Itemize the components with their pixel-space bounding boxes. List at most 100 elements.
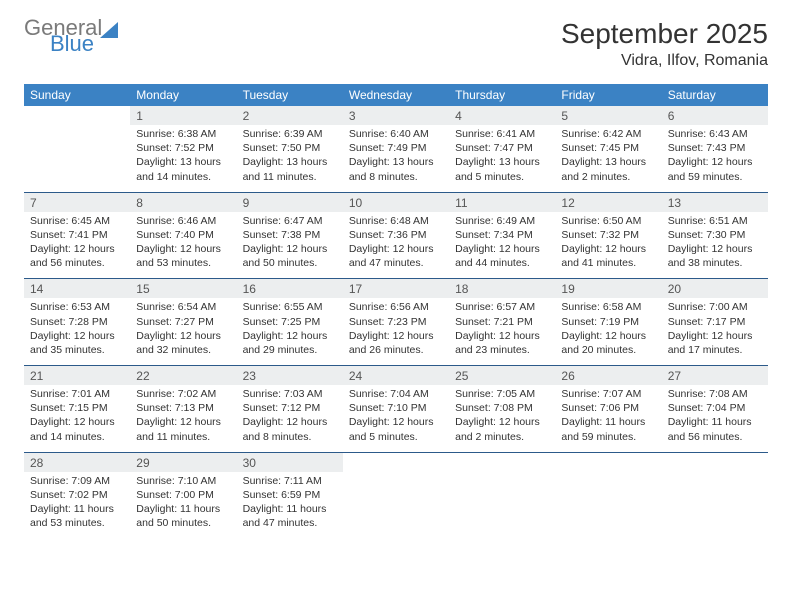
day-info-cell xyxy=(24,125,130,192)
day-header: Tuesday xyxy=(237,84,343,106)
day-number: 23 xyxy=(237,366,343,386)
sunrise-text: Sunrise: 7:07 AM xyxy=(561,387,655,401)
day-info-row: Sunrise: 7:09 AMSunset: 7:02 PMDaylight:… xyxy=(24,472,768,539)
day-number: 3 xyxy=(343,106,449,125)
sunrise-text: Sunrise: 6:41 AM xyxy=(455,127,549,141)
sunrise-text: Sunrise: 6:54 AM xyxy=(136,300,230,314)
day-info-row: Sunrise: 6:45 AMSunset: 7:41 PMDaylight:… xyxy=(24,212,768,279)
sunset-text: Sunset: 7:27 PM xyxy=(136,315,230,329)
daylight-text: Daylight: 12 hours and 14 minutes. xyxy=(30,415,124,443)
day-number xyxy=(24,106,130,125)
sunrise-text: Sunrise: 6:45 AM xyxy=(30,214,124,228)
day-number: 13 xyxy=(662,192,768,212)
day-number: 1 xyxy=(130,106,236,125)
day-info-cell: Sunrise: 6:40 AMSunset: 7:49 PMDaylight:… xyxy=(343,125,449,192)
day-number: 8 xyxy=(130,192,236,212)
daylight-text: Daylight: 12 hours and 2 minutes. xyxy=(455,415,549,443)
sunrise-text: Sunrise: 6:49 AM xyxy=(455,214,549,228)
daylight-text: Daylight: 12 hours and 44 minutes. xyxy=(455,242,549,270)
sunrise-text: Sunrise: 6:38 AM xyxy=(136,127,230,141)
sunset-text: Sunset: 7:10 PM xyxy=(349,401,443,415)
day-number-row: 78910111213 xyxy=(24,192,768,212)
sunset-text: Sunset: 7:08 PM xyxy=(455,401,549,415)
daylight-text: Daylight: 11 hours and 47 minutes. xyxy=(243,502,337,530)
day-info-row: Sunrise: 7:01 AMSunset: 7:15 PMDaylight:… xyxy=(24,385,768,452)
day-info-cell: Sunrise: 6:45 AMSunset: 7:41 PMDaylight:… xyxy=(24,212,130,279)
day-info-cell: Sunrise: 7:09 AMSunset: 7:02 PMDaylight:… xyxy=(24,472,130,539)
day-info-cell: Sunrise: 6:58 AMSunset: 7:19 PMDaylight:… xyxy=(555,298,661,365)
sunrise-text: Sunrise: 7:08 AM xyxy=(668,387,762,401)
sunrise-text: Sunrise: 6:46 AM xyxy=(136,214,230,228)
sunset-text: Sunset: 7:02 PM xyxy=(30,488,124,502)
day-number: 12 xyxy=(555,192,661,212)
day-info-cell: Sunrise: 6:50 AMSunset: 7:32 PMDaylight:… xyxy=(555,212,661,279)
sunset-text: Sunset: 7:04 PM xyxy=(668,401,762,415)
sunset-text: Sunset: 6:59 PM xyxy=(243,488,337,502)
sunset-text: Sunset: 7:28 PM xyxy=(30,315,124,329)
brand-logo: General Blue xyxy=(24,18,118,54)
day-info-cell: Sunrise: 7:00 AMSunset: 7:17 PMDaylight:… xyxy=(662,298,768,365)
sunset-text: Sunset: 7:12 PM xyxy=(243,401,337,415)
daylight-text: Daylight: 12 hours and 23 minutes. xyxy=(455,329,549,357)
day-info-row: Sunrise: 6:53 AMSunset: 7:28 PMDaylight:… xyxy=(24,298,768,365)
daylight-text: Daylight: 12 hours and 35 minutes. xyxy=(30,329,124,357)
sunset-text: Sunset: 7:25 PM xyxy=(243,315,337,329)
daylight-text: Daylight: 12 hours and 11 minutes. xyxy=(136,415,230,443)
sunset-text: Sunset: 7:43 PM xyxy=(668,141,762,155)
day-info-cell: Sunrise: 7:04 AMSunset: 7:10 PMDaylight:… xyxy=(343,385,449,452)
day-info-cell: Sunrise: 6:53 AMSunset: 7:28 PMDaylight:… xyxy=(24,298,130,365)
sunrise-text: Sunrise: 6:51 AM xyxy=(668,214,762,228)
day-info-cell: Sunrise: 6:51 AMSunset: 7:30 PMDaylight:… xyxy=(662,212,768,279)
day-number: 4 xyxy=(449,106,555,125)
sunrise-text: Sunrise: 7:05 AM xyxy=(455,387,549,401)
sunset-text: Sunset: 7:36 PM xyxy=(349,228,443,242)
daylight-text: Daylight: 13 hours and 14 minutes. xyxy=(136,155,230,183)
daylight-text: Daylight: 13 hours and 8 minutes. xyxy=(349,155,443,183)
daylight-text: Daylight: 12 hours and 20 minutes. xyxy=(561,329,655,357)
daylight-text: Daylight: 12 hours and 50 minutes. xyxy=(243,242,337,270)
day-number: 7 xyxy=(24,192,130,212)
sunrise-text: Sunrise: 6:50 AM xyxy=(561,214,655,228)
daylight-text: Daylight: 13 hours and 5 minutes. xyxy=(455,155,549,183)
day-info-cell xyxy=(449,472,555,539)
sunrise-text: Sunrise: 6:48 AM xyxy=(349,214,443,228)
day-info-cell: Sunrise: 6:42 AMSunset: 7:45 PMDaylight:… xyxy=(555,125,661,192)
sunset-text: Sunset: 7:19 PM xyxy=(561,315,655,329)
day-number xyxy=(449,452,555,472)
sunrise-text: Sunrise: 7:02 AM xyxy=(136,387,230,401)
daylight-text: Daylight: 11 hours and 56 minutes. xyxy=(668,415,762,443)
sunrise-text: Sunrise: 6:43 AM xyxy=(668,127,762,141)
sunset-text: Sunset: 7:49 PM xyxy=(349,141,443,155)
sunset-text: Sunset: 7:41 PM xyxy=(30,228,124,242)
sunrise-text: Sunrise: 7:00 AM xyxy=(668,300,762,314)
day-number: 21 xyxy=(24,366,130,386)
sunrise-text: Sunrise: 6:55 AM xyxy=(243,300,337,314)
day-info-row: Sunrise: 6:38 AMSunset: 7:52 PMDaylight:… xyxy=(24,125,768,192)
day-info-cell: Sunrise: 6:46 AMSunset: 7:40 PMDaylight:… xyxy=(130,212,236,279)
day-number: 28 xyxy=(24,452,130,472)
day-number-row: 21222324252627 xyxy=(24,366,768,386)
day-info-cell: Sunrise: 7:02 AMSunset: 7:13 PMDaylight:… xyxy=(130,385,236,452)
location-label: Vidra, Ilfov, Romania xyxy=(561,52,768,70)
day-info-cell: Sunrise: 6:55 AMSunset: 7:25 PMDaylight:… xyxy=(237,298,343,365)
day-info-cell: Sunrise: 6:41 AMSunset: 7:47 PMDaylight:… xyxy=(449,125,555,192)
day-number-row: 14151617181920 xyxy=(24,279,768,299)
daylight-text: Daylight: 12 hours and 47 minutes. xyxy=(349,242,443,270)
day-number: 2 xyxy=(237,106,343,125)
day-info-cell: Sunrise: 7:01 AMSunset: 7:15 PMDaylight:… xyxy=(24,385,130,452)
day-number: 20 xyxy=(662,279,768,299)
day-number: 29 xyxy=(130,452,236,472)
sunrise-text: Sunrise: 7:01 AM xyxy=(30,387,124,401)
sunset-text: Sunset: 7:32 PM xyxy=(561,228,655,242)
sunrise-text: Sunrise: 6:39 AM xyxy=(243,127,337,141)
day-number: 17 xyxy=(343,279,449,299)
day-number: 10 xyxy=(343,192,449,212)
calendar-table: Sunday Monday Tuesday Wednesday Thursday… xyxy=(24,84,768,538)
sunrise-text: Sunrise: 7:04 AM xyxy=(349,387,443,401)
day-header: Wednesday xyxy=(343,84,449,106)
day-number: 9 xyxy=(237,192,343,212)
daylight-text: Daylight: 12 hours and 56 minutes. xyxy=(30,242,124,270)
sunset-text: Sunset: 7:15 PM xyxy=(30,401,124,415)
logo-text-blue: Blue xyxy=(50,34,118,54)
day-info-cell: Sunrise: 6:57 AMSunset: 7:21 PMDaylight:… xyxy=(449,298,555,365)
